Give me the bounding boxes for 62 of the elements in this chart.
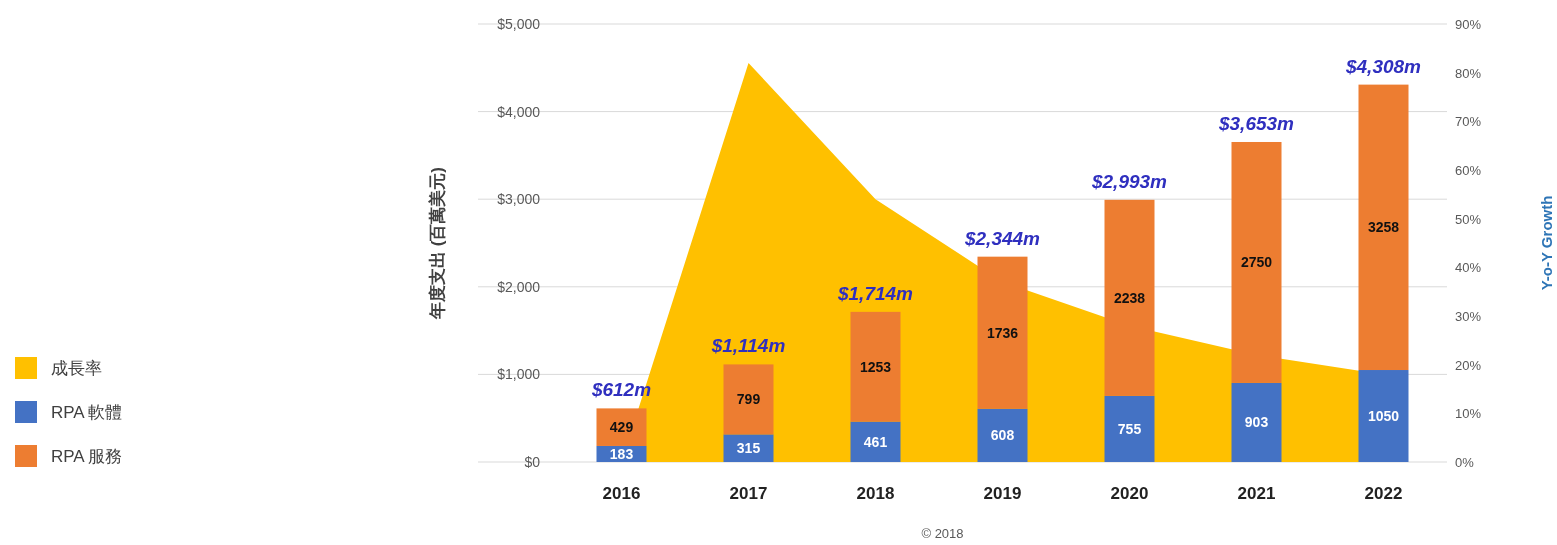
y2-tick-label: 40% <box>1455 260 1482 276</box>
y-tick-label: $4,000 <box>497 103 541 120</box>
bar <box>977 408 1028 462</box>
total-label: $4,308m <box>1344 55 1422 77</box>
total-label: $3,653m <box>1217 113 1295 134</box>
total-label: $2,344m <box>963 227 1041 249</box>
bar <box>1358 84 1409 371</box>
data-label: 2750 <box>1240 254 1273 271</box>
data-label: 799 <box>736 391 761 408</box>
data-label: 3258 <box>1367 219 1400 236</box>
y2-tick-label: 60% <box>1455 163 1482 178</box>
y-tick-label: $3,000 <box>497 191 541 208</box>
data-label: 903 <box>1244 414 1269 431</box>
y2-tick-label: 90% <box>1455 17 1482 32</box>
legend-label: RPA 服務 <box>51 447 123 466</box>
bar <box>1104 395 1155 462</box>
data-label: 1736 <box>986 324 1019 341</box>
x-tick-label: 2020 <box>1110 484 1149 503</box>
bar <box>850 421 901 462</box>
data-label: 1050 <box>1367 408 1400 425</box>
y-tick-label: $2,000 <box>497 278 541 295</box>
x-tick-label: 2021 <box>1237 484 1276 503</box>
x-tick-label: 2016 <box>602 484 641 503</box>
y-axis-title: 年度支出 (百萬美元) <box>428 166 447 321</box>
x-tick-label: 2018 <box>856 484 895 503</box>
legend-label: RPA 軟體 <box>51 403 123 422</box>
data-label: 608 <box>990 427 1015 444</box>
bar <box>723 434 774 462</box>
total-label: $2,993m <box>1090 170 1168 192</box>
y-tick-label: $0 <box>524 454 541 470</box>
y2-tick-label: 70% <box>1455 114 1482 130</box>
y2-tick-label: 10% <box>1455 406 1482 422</box>
bar <box>1231 142 1282 383</box>
data-label: 183 <box>609 445 634 462</box>
bar <box>850 311 901 422</box>
y2-tick-label: 30% <box>1455 309 1482 324</box>
x-tick-label: 2022 <box>1364 484 1403 503</box>
bar <box>723 364 774 435</box>
total-label: $1,714m <box>836 282 914 304</box>
y2-tick-label: 80% <box>1455 65 1482 81</box>
bar <box>1104 199 1155 396</box>
text: © 2018 <box>921 526 964 541</box>
y-tick-label: $5,000 <box>497 16 541 32</box>
bar <box>1358 370 1409 462</box>
x-tick-label: 2017 <box>729 484 768 503</box>
y2-tick-label: 50% <box>1455 211 1482 227</box>
x-tick-label: 2019 <box>983 484 1022 503</box>
data-label: 2238 <box>1113 289 1146 306</box>
bar <box>596 408 647 446</box>
y2-tick-label: 20% <box>1455 357 1482 373</box>
y-tick-label: $1,000 <box>497 366 541 383</box>
legend-label: 成長率 <box>51 359 102 378</box>
y2-tick-label: 0% <box>1455 455 1475 470</box>
data-label: 315 <box>736 440 761 457</box>
data-label: 429 <box>609 419 634 436</box>
y2-axis-title: Y-o-Y Growth <box>1538 195 1555 291</box>
bar <box>977 256 1028 409</box>
bar <box>1231 382 1282 462</box>
data-label: 461 <box>863 433 888 450</box>
total-label: $1,114m <box>710 335 786 357</box>
data-label: 755 <box>1117 420 1142 437</box>
data-label: 1253 <box>859 358 892 375</box>
